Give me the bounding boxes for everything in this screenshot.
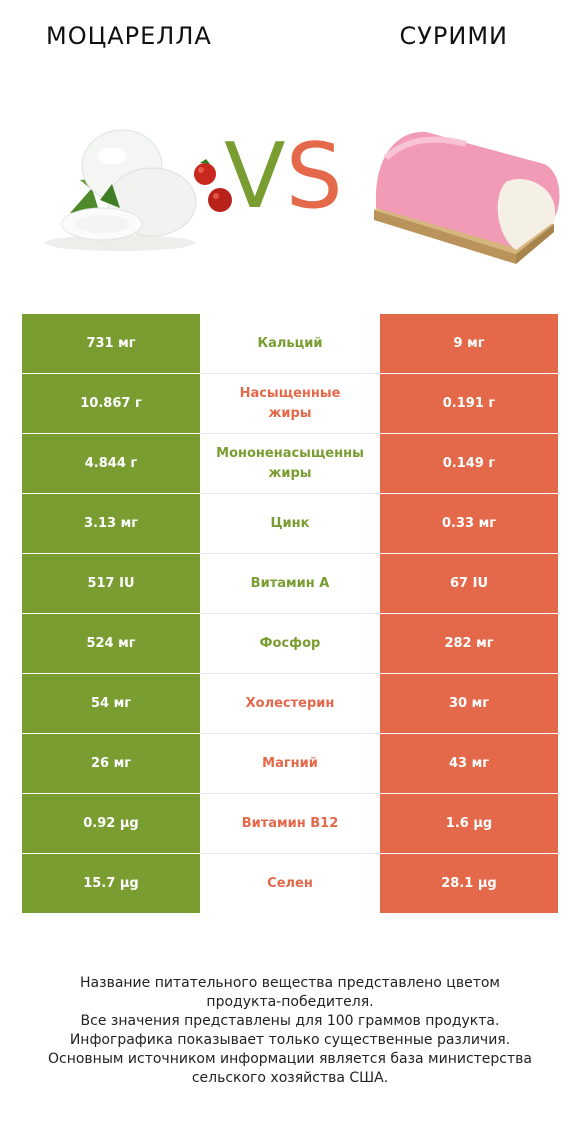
nutrient-name-line: Кальций bbox=[257, 335, 323, 351]
table-row: 10.867 г Насыщенные жиры 0.191 г bbox=[22, 374, 558, 434]
left-value: 0.92 µg bbox=[22, 794, 200, 853]
right-value: 43 мг bbox=[380, 734, 558, 793]
nutrient-name: Цинк bbox=[200, 494, 380, 553]
nutrient-name: Насыщенные жиры bbox=[200, 374, 380, 433]
vs-label: VS bbox=[224, 124, 343, 229]
right-product-title: СУРИМИ bbox=[399, 22, 508, 50]
nutrient-name: Фосфор bbox=[200, 614, 380, 673]
left-value: 4.844 г bbox=[22, 434, 200, 493]
table-row: 26 мг Магний 43 мг bbox=[22, 734, 558, 794]
right-value: 9 мг bbox=[380, 314, 558, 373]
nutrient-name-line: Магний bbox=[262, 755, 318, 771]
left-value: 26 мг bbox=[22, 734, 200, 793]
left-value: 731 мг bbox=[22, 314, 200, 373]
left-value: 524 мг bbox=[22, 614, 200, 673]
right-value: 67 IU bbox=[380, 554, 558, 613]
nutrient-name-line: Селен bbox=[267, 875, 313, 891]
table-row: 54 мг Холестерин 30 мг bbox=[22, 674, 558, 734]
table-row: 524 мг Фосфор 282 мг bbox=[22, 614, 558, 674]
nutrient-name: Магний bbox=[200, 734, 380, 793]
table-row: 517 IU Витамин A 67 IU bbox=[22, 554, 558, 614]
comparison-table: 731 мг Кальций 9 мг 10.867 г Насыщенные жиры 0… bbox=[22, 314, 558, 914]
right-value: 0.149 г bbox=[380, 434, 558, 493]
footer-note: Название питательного вещества представл… bbox=[20, 974, 560, 1088]
nutrient-name-line: жиры bbox=[268, 405, 312, 421]
right-value: 282 мг bbox=[380, 614, 558, 673]
nutrient-name-line: Фосфор bbox=[259, 635, 321, 651]
nutrient-name-line: Холестерин bbox=[245, 695, 335, 711]
footer-line: Основным источником информации является … bbox=[48, 1051, 532, 1067]
nutrient-name: Витамин B12 bbox=[200, 794, 380, 853]
nutrient-name-line: жиры bbox=[268, 465, 312, 481]
table-row: 3.13 мг Цинк 0.33 мг bbox=[22, 494, 558, 554]
nutrient-name-line: Насыщенные bbox=[239, 385, 341, 401]
footer-line: Инфографика показывает только существенн… bbox=[69, 1032, 511, 1048]
right-value: 0.33 мг bbox=[380, 494, 558, 553]
nutrient-name-line: Витамин A bbox=[250, 575, 330, 591]
mozzarella-image bbox=[40, 118, 240, 258]
left-value: 3.13 мг bbox=[22, 494, 200, 553]
nutrient-name-line: Мононенасыщенны bbox=[216, 445, 364, 461]
left-value: 517 IU bbox=[22, 554, 200, 613]
right-value: 0.191 г bbox=[380, 374, 558, 433]
nutrient-name: Холестерин bbox=[200, 674, 380, 733]
table-row: 0.92 µg Витамин B12 1.6 µg bbox=[22, 794, 558, 854]
right-value: 28.1 µg bbox=[380, 854, 558, 913]
table-row: 731 мг Кальций 9 мг bbox=[22, 314, 558, 374]
nutrient-name: Витамин A bbox=[200, 554, 380, 613]
left-product-title: МОЦАРЕЛЛА bbox=[46, 22, 212, 50]
surimi-image bbox=[366, 118, 562, 278]
nutrient-name-line: Витамин B12 bbox=[241, 815, 339, 831]
table-row: 15.7 µg Селен 28.1 µg bbox=[22, 854, 558, 914]
nutrient-name: Селен bbox=[200, 854, 380, 913]
footer-line: Название питательного вещества представл… bbox=[80, 975, 500, 991]
footer-line: сельского хозяйства США. bbox=[191, 1070, 389, 1086]
left-value: 54 мг bbox=[22, 674, 200, 733]
footer-line: продукта-победителя. bbox=[206, 994, 374, 1010]
nutrient-name-line: Цинк bbox=[270, 515, 310, 531]
left-value: 10.867 г bbox=[22, 374, 200, 433]
nutrient-name: Кальций bbox=[200, 314, 380, 373]
footer-line: Все значения представлены для 100 граммо… bbox=[80, 1013, 500, 1029]
nutrient-name: Мононенасыщенны жиры bbox=[200, 434, 380, 493]
left-value: 15.7 µg bbox=[22, 854, 200, 913]
right-value: 1.6 µg bbox=[380, 794, 558, 853]
table-row: 4.844 г Мононенасыщенны жиры 0.149 г bbox=[22, 434, 558, 494]
right-value: 30 мг bbox=[380, 674, 558, 733]
